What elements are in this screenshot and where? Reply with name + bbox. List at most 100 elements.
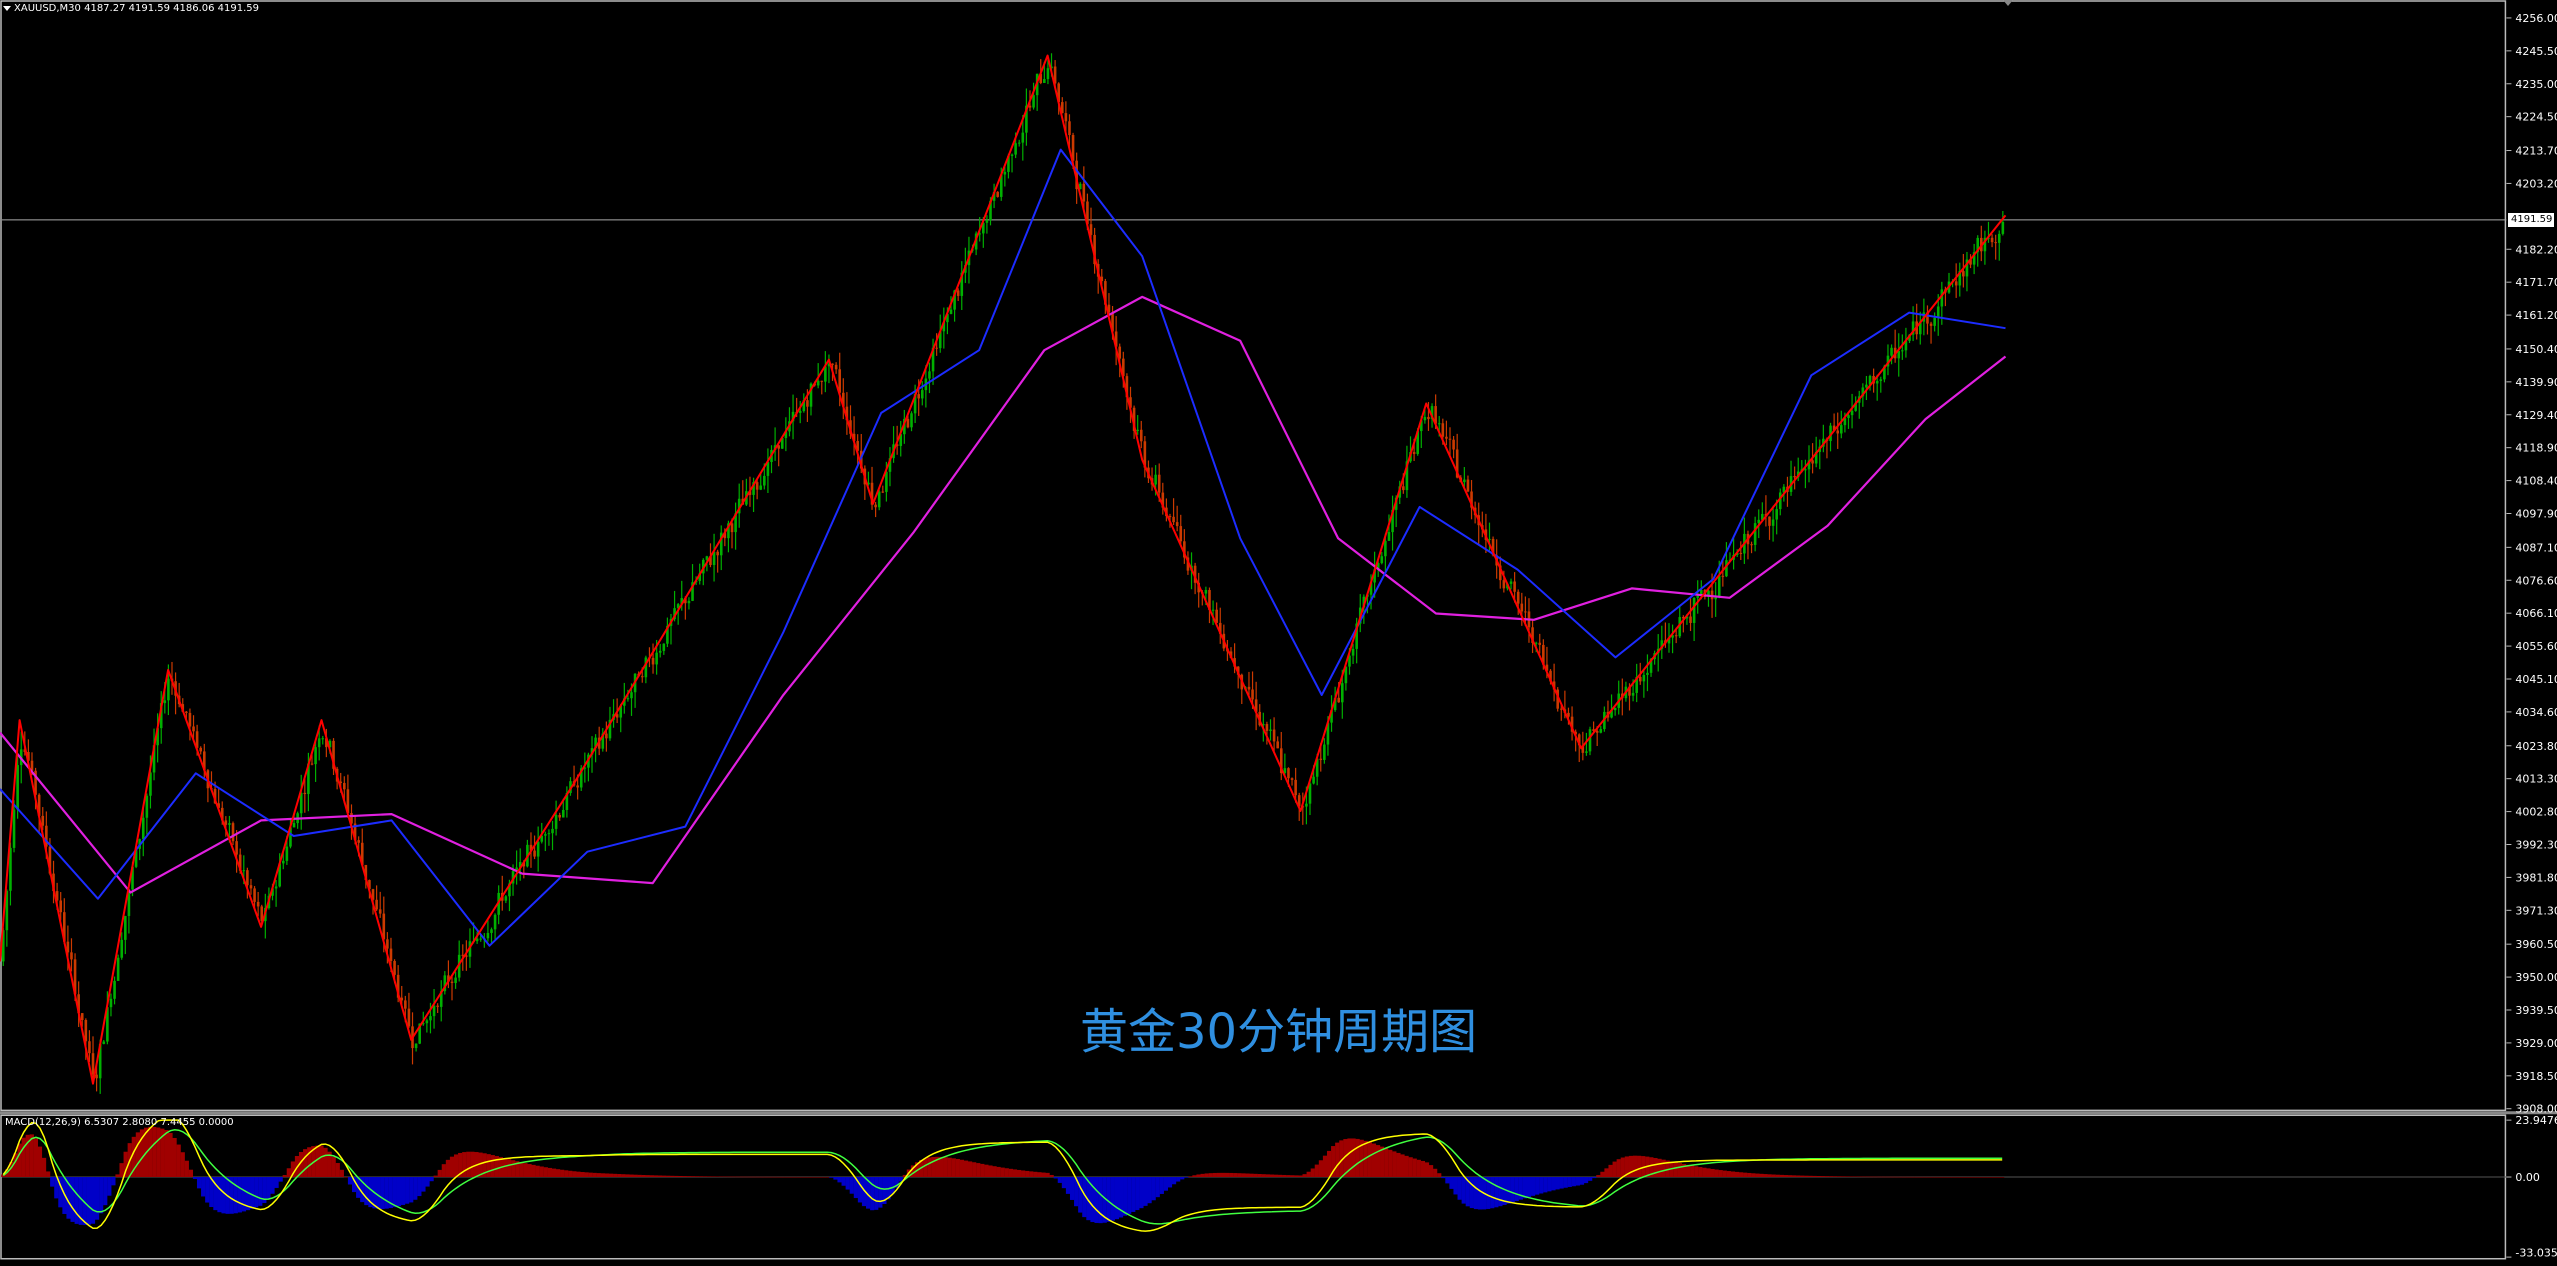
bull-candle: [1814, 451, 1818, 464]
macd-histogram-bar: [674, 1175, 679, 1178]
bull-candle: [9, 847, 12, 891]
bear-candle: [640, 676, 644, 678]
bull-candle: [443, 975, 447, 992]
symbol-menu-icon[interactable]: [3, 6, 11, 11]
bull-candle: [1965, 259, 1969, 277]
bull-candle: [1154, 474, 1157, 485]
bull-candle: [1599, 729, 1603, 733]
macd-histogram-bar: [1514, 1177, 1519, 1202]
macd-histogram-bar: [466, 1151, 471, 1178]
macd-histogram-bar: [1000, 1167, 1005, 1178]
bear-candle: [1682, 617, 1685, 619]
price-axis-label: 4023.80: [2515, 740, 2557, 753]
bear-candle: [1218, 622, 1222, 634]
macd-histogram-bar: [653, 1175, 659, 1178]
macd-histogram-bar: [1359, 1139, 1364, 1178]
bear-candle: [716, 551, 719, 556]
bull-candle: [109, 998, 113, 1008]
macd-histogram-bar: [327, 1151, 332, 1178]
macd-histogram-bar: [1127, 1177, 1132, 1214]
bull-candle: [791, 411, 795, 422]
macd-histogram-bar: [935, 1156, 940, 1178]
bull-candle: [888, 458, 892, 472]
macd-histogram-bar: [637, 1174, 642, 1178]
bear-candle: [651, 657, 655, 665]
bear-candle: [1556, 689, 1559, 709]
macd-histogram-bar: [1282, 1174, 1287, 1178]
bull-candle: [1883, 366, 1886, 380]
price-axis-label: 4245.50: [2515, 45, 2557, 58]
macd-histogram-bar: [743, 1176, 748, 1178]
bull-candle: [490, 929, 493, 933]
macd-histogram-bar: [445, 1159, 451, 1178]
bull-candle: [1330, 710, 1333, 723]
macd-histogram-bar: [1016, 1169, 1022, 1178]
bull-candle: [590, 748, 594, 755]
bull-candle: [1312, 776, 1315, 784]
macd-histogram-bar: [90, 1177, 96, 1224]
macd-histogram-bar: [1824, 1176, 1829, 1178]
bull-candle: [1868, 376, 1872, 385]
bull-candle: [1032, 95, 1035, 108]
bull-candle: [299, 792, 303, 814]
macd-histogram-bar: [482, 1153, 487, 1178]
macd-histogram-bar: [1273, 1174, 1279, 1178]
macd-histogram-bar: [861, 1177, 867, 1207]
macd-histogram-bar: [347, 1177, 353, 1185]
bull-candle: [551, 828, 554, 834]
macd-histogram-bar: [380, 1177, 385, 1210]
bear-candle: [1172, 516, 1175, 523]
bull-candle: [1373, 569, 1376, 583]
bear-candle: [1111, 312, 1114, 332]
bull-candle: [486, 932, 490, 939]
macd-histogram-bar: [1792, 1175, 1797, 1178]
macd-histogram-bar: [1555, 1177, 1560, 1190]
bear-candle: [1068, 121, 1071, 135]
bull-candle: [1323, 744, 1326, 760]
bull-candle: [1696, 596, 1700, 598]
macd-histogram-bar: [1494, 1177, 1499, 1208]
bull-candle: [953, 290, 956, 310]
chart-shift-marker-icon[interactable]: [2003, 0, 2013, 6]
macd-histogram-bar: [1196, 1174, 1201, 1178]
macd-histogram-bar: [617, 1174, 622, 1178]
macd-histogram-bar: [413, 1177, 418, 1200]
macd-histogram-bar: [270, 1177, 275, 1194]
macd-histogram-bar: [1751, 1173, 1756, 1178]
bear-candle: [1929, 323, 1933, 326]
bull-candle: [1840, 425, 1843, 434]
macd-histogram-bar: [735, 1176, 740, 1178]
macd-histogram-bar: [1437, 1173, 1442, 1178]
macd-histogram-bar: [1074, 1177, 1079, 1207]
bear-candle: [1064, 113, 1068, 122]
macd-histogram-bar: [539, 1166, 544, 1178]
bull-candle: [759, 485, 763, 490]
bear-candle: [1086, 201, 1089, 225]
bull-candle: [1588, 729, 1592, 752]
bull-candle: [1326, 722, 1330, 745]
bull-candle: [1355, 623, 1358, 649]
bull-candle: [662, 643, 666, 651]
bull-candle: [228, 823, 231, 825]
bear-candle: [1962, 271, 1965, 277]
macd-histogram-bar: [135, 1132, 140, 1178]
macd-histogram-bar: [629, 1174, 634, 1178]
macd-histogram-bar: [241, 1177, 247, 1212]
bull-candle: [242, 870, 246, 872]
macd-histogram-bar: [1763, 1174, 1768, 1178]
bear-candle: [1183, 541, 1186, 558]
macd-histogram-bar: [164, 1130, 169, 1178]
bear-candle: [303, 792, 307, 795]
bull-candle: [106, 1007, 109, 1042]
bull-candle: [928, 371, 931, 379]
bear-candle: [834, 364, 838, 370]
bull-candle: [608, 719, 612, 739]
macd-histogram-bar: [1730, 1171, 1736, 1178]
macd-histogram-bar: [1702, 1167, 1707, 1178]
bull-candle: [1757, 519, 1761, 524]
macd-histogram-bar: [107, 1177, 112, 1196]
bull-candle: [1642, 674, 1646, 682]
bull-candle: [317, 738, 321, 748]
bear-candle: [1516, 591, 1520, 604]
